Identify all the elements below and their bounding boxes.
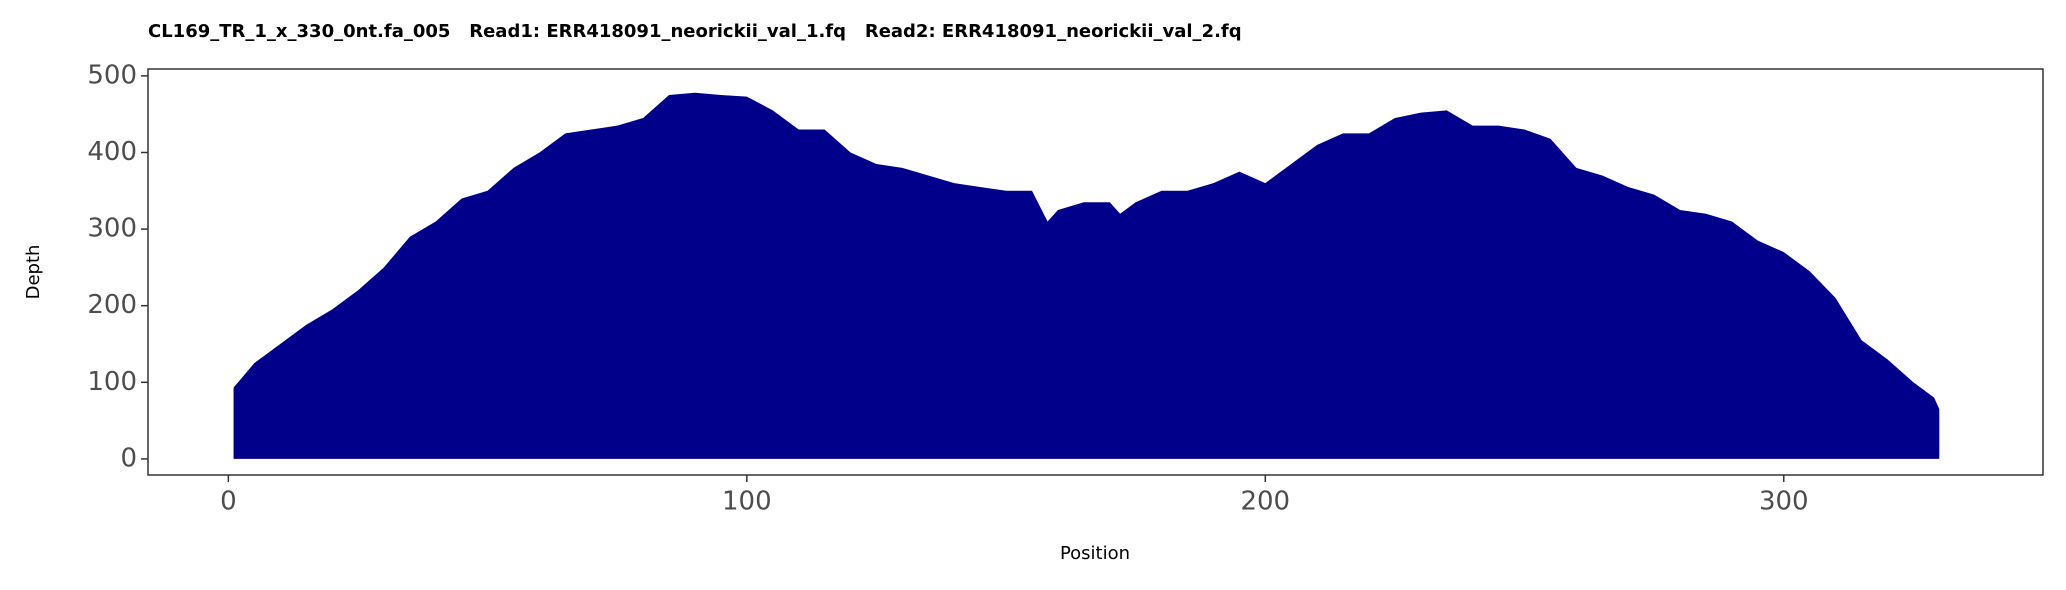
y-tick-label: 100: [87, 367, 137, 397]
x-axis-label: Position: [1060, 543, 1130, 564]
x-tick-label: 0: [220, 487, 237, 517]
x-tick-label: 300: [1759, 487, 1809, 517]
panel-border: [147, 68, 2044, 476]
x-tick-label: 100: [722, 487, 772, 517]
y-tick-label: 500: [87, 60, 137, 90]
y-tick-label: 200: [87, 290, 137, 320]
y-axis-label: Depth: [23, 245, 44, 300]
y-tick-label: 300: [87, 214, 137, 244]
y-tick-label: 0: [120, 443, 137, 473]
area: [233, 92, 1940, 459]
x-tick-label: 200: [1240, 487, 1290, 517]
y-tick-label: 400: [87, 137, 137, 167]
chart-title: CL169_TR_1_x_330_0nt.fa_005 Read1: ERR41…: [148, 21, 1242, 42]
